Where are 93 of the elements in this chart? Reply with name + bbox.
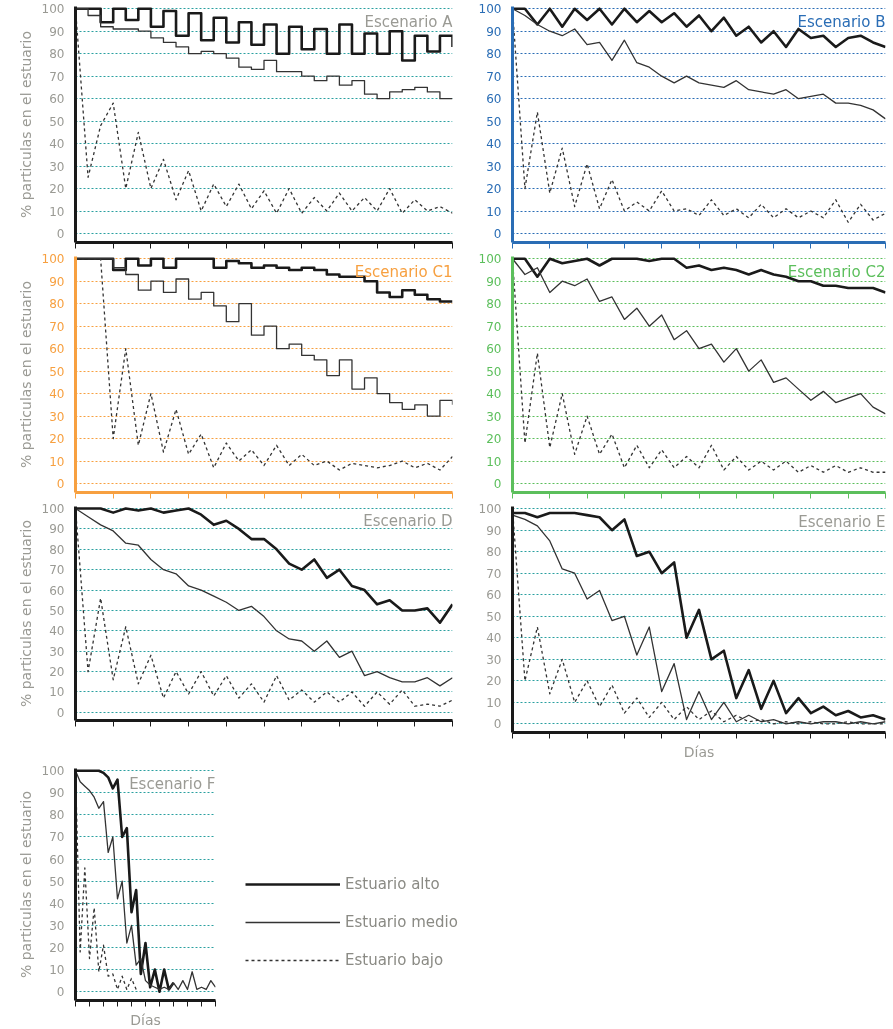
y-tick-label: 100: [478, 2, 502, 17]
y-tick-label: 0: [493, 227, 502, 242]
y-tick-label: 20: [49, 665, 65, 680]
y-tick-label: 30: [486, 409, 502, 424]
y-tick-label: 70: [49, 69, 65, 84]
y-tick-label: 10: [49, 685, 65, 700]
y-tick-label: 40: [49, 896, 65, 911]
y-tick-label: 100: [41, 2, 65, 17]
y-tick-label: 90: [49, 522, 65, 537]
chart-title: Escenario E: [798, 512, 886, 531]
y-tick-label: 80: [49, 47, 65, 62]
y-tick-label: 60: [49, 583, 65, 598]
y-axis-title: % particulas en el estuario: [17, 280, 34, 469]
y-tick-label: 30: [49, 409, 65, 424]
y-tick-label: 0: [56, 477, 65, 492]
y-tick-label: 20: [49, 432, 65, 447]
y-tick-label: 50: [486, 364, 502, 379]
y-tick-label: 100: [478, 502, 502, 517]
y-tick-label: 10: [486, 204, 502, 219]
y-tick-label: 40: [486, 137, 502, 152]
y-tick-label: 100: [478, 252, 502, 267]
text: Estuario bajo: [345, 951, 444, 969]
y-tick-label: 90: [49, 786, 65, 801]
y-tick-label: 80: [49, 297, 65, 312]
text: Estuario alto: [345, 875, 440, 893]
y-tick-label: 20: [486, 674, 502, 689]
y-tick-label: 70: [49, 830, 65, 845]
text: Escenario A: [364, 13, 454, 32]
y-tick-label: 10: [49, 963, 65, 978]
y-tick-label: 30: [49, 159, 65, 174]
y-tick-label: 30: [49, 918, 65, 933]
y-tick-label: 40: [49, 137, 65, 152]
y-tick-label: 60: [486, 92, 502, 107]
text: Escenario C1: [354, 263, 453, 282]
y-tick-label: 70: [486, 566, 502, 581]
y-tick-label: 0: [56, 705, 65, 720]
y-tick-label: 60: [49, 92, 65, 107]
y-tick-label: 10: [486, 454, 502, 469]
y-tick-label: 10: [49, 204, 65, 219]
y-tick-label: 80: [49, 808, 65, 823]
y-tick-label: 80: [486, 545, 502, 560]
y-tick-label: 0: [493, 717, 502, 732]
y-tick-label: 50: [49, 603, 65, 618]
y-tick-label: 50: [49, 364, 65, 379]
y-axis-title: % particulas en el estuario: [17, 30, 34, 219]
y-tick-label: 40: [49, 387, 65, 402]
x-axis-title: Días: [683, 743, 715, 760]
x-axis-title: Días: [130, 1011, 161, 1028]
y-tick-label: 60: [486, 588, 502, 603]
y-tick-label: 0: [56, 985, 65, 1000]
y-tick-label: 90: [486, 523, 502, 538]
y-tick-label: 60: [49, 342, 65, 357]
y-tick-label: 70: [49, 563, 65, 578]
y-tick-label: 30: [486, 159, 502, 174]
y-tick-label: 60: [49, 852, 65, 867]
y-tick-label: 80: [486, 297, 502, 312]
y-tick-label: 0: [493, 477, 502, 492]
y-tick-label: 10: [486, 695, 502, 710]
y-tick-label: 70: [486, 69, 502, 84]
y-tick-label: 100: [41, 252, 65, 267]
chart-title: Escenario D: [363, 511, 453, 530]
y-tick-label: 30: [49, 644, 65, 659]
y-tick-label: 40: [486, 387, 502, 402]
y-tick-label: 40: [486, 631, 502, 646]
y-tick-label: 90: [49, 274, 65, 289]
y-tick-label: 30: [486, 652, 502, 667]
text: Escenario B: [797, 13, 886, 32]
y-tick-label: 50: [486, 114, 502, 129]
y-tick-label: 80: [486, 47, 502, 62]
y-tick-label: 80: [49, 542, 65, 557]
y-tick-label: 90: [486, 24, 502, 39]
y-tick-label: 20: [486, 432, 502, 447]
y-tick-label: 50: [49, 874, 65, 889]
text: Escenario C2: [787, 263, 886, 282]
y-tick-label: 10: [49, 454, 65, 469]
text: Estuario medio: [345, 913, 458, 931]
y-tick-label: 60: [486, 342, 502, 357]
y-tick-label: 20: [49, 940, 65, 955]
y-tick-label: 100: [41, 502, 65, 517]
y-tick-label: 40: [49, 624, 65, 639]
y-axis-title: % particulas en el estuario: [17, 519, 34, 708]
y-tick-label: 90: [49, 24, 65, 39]
y-tick-label: 50: [49, 114, 65, 129]
y-tick-label: 90: [486, 274, 502, 289]
y-tick-label: 70: [49, 319, 65, 334]
y-tick-label: 20: [486, 182, 502, 197]
y-axis-title: % particulas en el estuario: [17, 790, 34, 979]
y-tick-label: 20: [49, 182, 65, 197]
y-tick-label: 70: [486, 319, 502, 334]
text: Escenario F: [129, 774, 216, 793]
y-tick-label: 50: [486, 609, 502, 624]
y-tick-label: 100: [41, 764, 65, 779]
y-tick-label: 0: [56, 227, 65, 242]
